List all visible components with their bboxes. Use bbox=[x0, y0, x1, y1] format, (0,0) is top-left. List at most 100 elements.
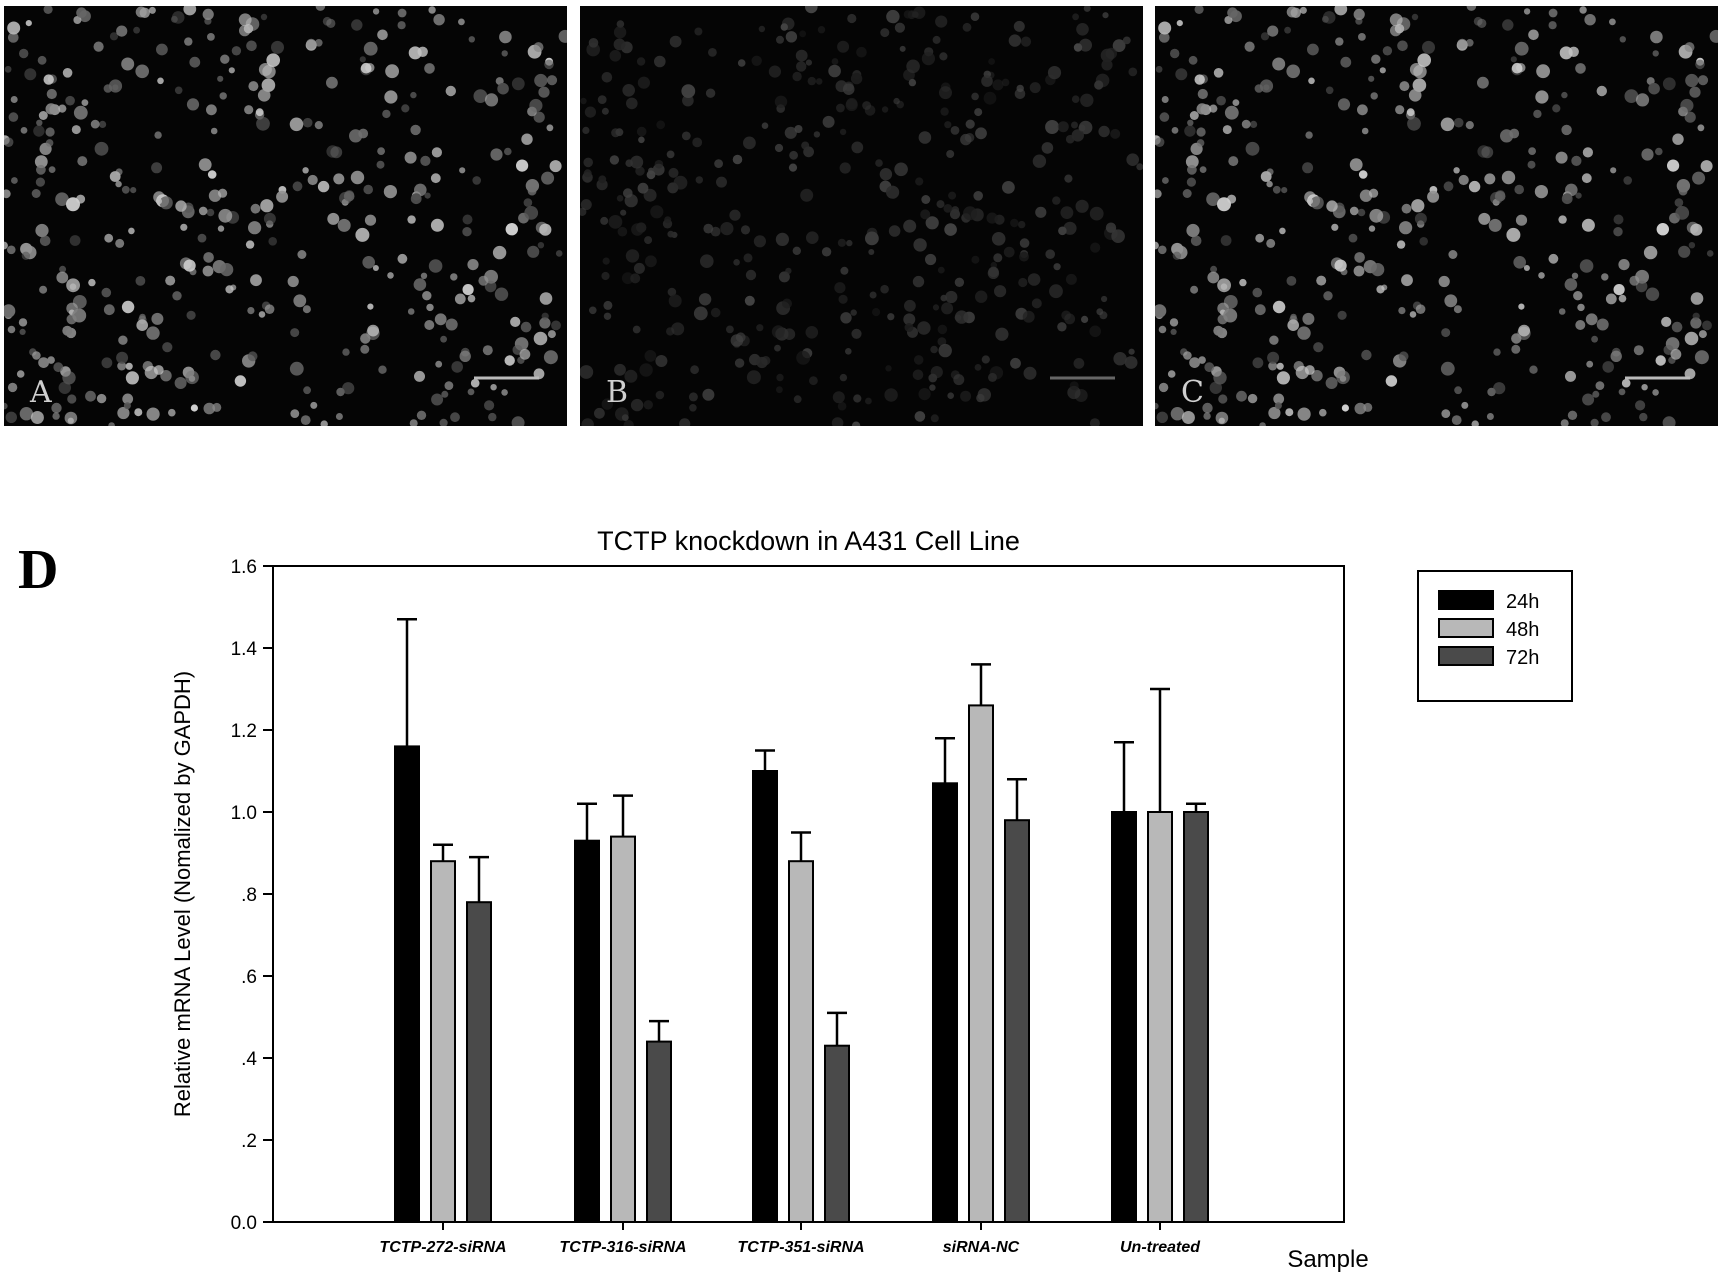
cell-nucleus bbox=[1368, 75, 1375, 82]
cell-nucleus bbox=[45, 103, 57, 115]
cell-nucleus bbox=[1678, 186, 1688, 196]
cell-nucleus bbox=[1254, 84, 1264, 93]
cell-nucleus bbox=[467, 259, 479, 271]
cell-nucleus bbox=[937, 266, 945, 274]
cell-nucleus bbox=[774, 344, 781, 352]
cell-nucleus bbox=[1513, 255, 1526, 269]
cell-nucleus bbox=[239, 24, 251, 37]
cell-nucleus bbox=[753, 235, 766, 248]
cell-nucleus bbox=[1697, 75, 1709, 86]
y-tick-label: 1.0 bbox=[231, 803, 257, 824]
bar-48h bbox=[788, 860, 814, 1223]
cell-nucleus bbox=[238, 13, 252, 27]
cell-nucleus bbox=[1202, 402, 1213, 414]
cell-nucleus bbox=[268, 237, 278, 246]
cell-nucleus bbox=[1441, 409, 1451, 418]
cell-nucleus bbox=[472, 176, 482, 185]
cell-nucleus bbox=[615, 128, 624, 137]
cell-nucleus bbox=[1381, 284, 1388, 291]
cell-nucleus bbox=[1110, 128, 1121, 139]
cell-nucleus bbox=[541, 312, 549, 320]
cell-nucleus bbox=[1592, 390, 1600, 398]
cell-nucleus bbox=[1448, 250, 1458, 259]
cell-nucleus bbox=[290, 409, 300, 418]
cell-nucleus bbox=[839, 162, 851, 174]
cell-nucleus bbox=[1451, 415, 1462, 425]
cell-nucleus bbox=[744, 295, 755, 306]
cell-nucleus bbox=[962, 22, 972, 32]
cell-nucleus bbox=[355, 227, 370, 242]
cell-nucleus bbox=[1358, 33, 1366, 41]
cell-nucleus bbox=[862, 101, 871, 110]
chart-title: TCTP knockdown in A431 Cell Line bbox=[597, 526, 1020, 556]
cell-nucleus bbox=[524, 206, 539, 220]
cell-nucleus bbox=[1286, 64, 1300, 79]
cell-nucleus bbox=[743, 253, 753, 263]
cell-nucleus bbox=[940, 294, 948, 302]
cell-nucleus bbox=[758, 25, 766, 33]
cell-nucleus bbox=[1536, 64, 1550, 79]
cell-nucleus bbox=[954, 277, 965, 287]
cell-nucleus bbox=[7, 21, 21, 35]
cell-nucleus bbox=[1337, 98, 1351, 111]
cell-nucleus bbox=[414, 183, 427, 197]
cell-nucleus bbox=[523, 198, 533, 207]
panel-label-b: B bbox=[606, 375, 629, 410]
cell-nucleus bbox=[945, 290, 958, 304]
cell-nucleus bbox=[703, 223, 714, 234]
cell-nucleus bbox=[1325, 377, 1338, 389]
cell-nucleus bbox=[912, 275, 925, 288]
cell-nucleus bbox=[1215, 411, 1229, 425]
cell-nucleus bbox=[756, 324, 764, 332]
cell-nucleus bbox=[1690, 317, 1702, 329]
cell-nucleus bbox=[1176, 20, 1183, 27]
legend-label: 72h bbox=[1506, 647, 1539, 669]
cell-nucleus bbox=[1136, 163, 1143, 171]
cell-nucleus bbox=[932, 304, 940, 311]
cell-nucleus bbox=[1379, 67, 1386, 74]
cell-nucleus bbox=[1635, 400, 1646, 411]
cell-nucleus bbox=[992, 79, 1004, 91]
cell-nucleus bbox=[1284, 26, 1291, 34]
cell-nucleus bbox=[207, 170, 217, 179]
cell-nucleus bbox=[494, 287, 509, 301]
cell-nucleus bbox=[257, 89, 271, 102]
cell-nucleus bbox=[1656, 223, 1669, 236]
cell-nucleus bbox=[993, 253, 1003, 263]
cell-nucleus bbox=[133, 26, 141, 34]
cell-nucleus bbox=[1126, 153, 1139, 166]
cell-nucleus bbox=[397, 21, 406, 30]
cell-nucleus bbox=[930, 414, 939, 423]
cell-nucleus bbox=[358, 128, 369, 139]
cell-nucleus bbox=[1635, 280, 1648, 293]
cell-nucleus bbox=[255, 108, 264, 117]
cell-nucleus bbox=[435, 360, 443, 368]
cell-nucleus bbox=[527, 186, 537, 196]
cell-nucleus bbox=[837, 401, 847, 411]
cell-nucleus bbox=[1702, 320, 1712, 331]
cell-nucleus bbox=[1695, 59, 1705, 70]
cell-nucleus bbox=[38, 357, 49, 368]
cell-nucleus bbox=[387, 272, 394, 279]
cell-nucleus bbox=[1422, 40, 1435, 54]
cell-nucleus bbox=[1266, 180, 1273, 188]
cell-nucleus bbox=[245, 240, 255, 249]
cell-nucleus bbox=[1399, 221, 1413, 235]
cell-nucleus bbox=[125, 371, 139, 385]
cell-nucleus bbox=[541, 171, 555, 185]
cell-nucleus bbox=[264, 304, 275, 315]
cell-nucleus bbox=[1155, 65, 1163, 73]
cell-nucleus bbox=[231, 46, 242, 56]
cell-nucleus bbox=[732, 154, 743, 165]
cell-nucleus bbox=[217, 225, 225, 232]
cell-nucleus bbox=[1369, 208, 1384, 223]
cell-nucleus bbox=[1175, 68, 1188, 81]
cell-nucleus bbox=[8, 32, 19, 43]
cell-nucleus bbox=[1266, 238, 1276, 248]
cell-nucleus bbox=[1171, 242, 1184, 256]
cell-nucleus bbox=[115, 238, 125, 248]
cell-nucleus bbox=[186, 98, 200, 111]
cell-nucleus bbox=[1156, 411, 1168, 423]
cell-nucleus bbox=[623, 420, 634, 426]
cell-nucleus bbox=[544, 59, 554, 70]
